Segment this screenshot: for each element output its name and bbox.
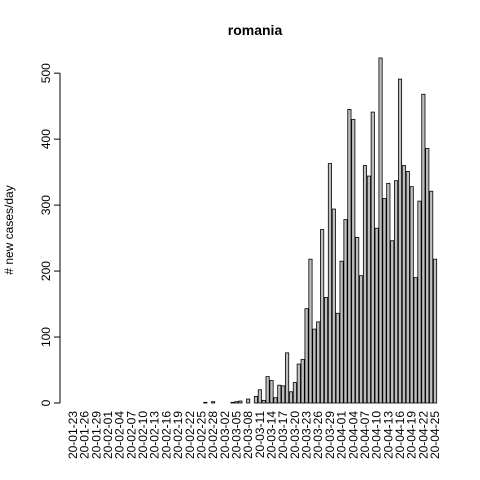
bar xyxy=(304,308,309,404)
x-tick-label: 20-03-11 xyxy=(253,411,267,458)
bar xyxy=(413,277,418,404)
bar xyxy=(281,385,286,404)
x-tick-label: 20-03-20 xyxy=(288,411,302,459)
bar xyxy=(351,118,356,404)
bar xyxy=(300,359,305,404)
x-tick-label: 20-04-16 xyxy=(393,411,407,459)
bar xyxy=(269,380,274,404)
bar xyxy=(320,229,325,404)
bar xyxy=(362,165,368,404)
y-axis-label: # new cases/day xyxy=(2,185,16,274)
bar xyxy=(405,171,410,404)
x-tick-label: 20-04-07 xyxy=(358,411,372,459)
bar xyxy=(374,227,379,404)
x-tick-label: 20-04-04 xyxy=(346,411,360,459)
y-tick-label: 0 xyxy=(39,399,53,406)
bar xyxy=(296,363,301,404)
bar xyxy=(316,321,321,404)
bar xyxy=(265,376,270,404)
bar xyxy=(312,328,317,404)
bar xyxy=(288,391,294,404)
x-tick-label: 20-02-16 xyxy=(159,411,173,459)
x-tick-label: 20-02-07 xyxy=(124,411,138,459)
bar xyxy=(238,400,243,404)
bar xyxy=(343,219,348,404)
x-tick-label: 20-02-25 xyxy=(194,411,208,459)
bar xyxy=(335,312,340,404)
y-tick-label: 300 xyxy=(39,195,53,215)
bar xyxy=(323,297,329,404)
x-tick-label: 20-03-08 xyxy=(241,411,255,459)
bar xyxy=(327,163,332,404)
x-tick-label: 20-04-22 xyxy=(416,411,430,459)
x-tick-label: 20-04-25 xyxy=(428,411,442,459)
x-tick-label: 20-02-28 xyxy=(206,411,220,459)
x-tick-label: 20-02-04 xyxy=(113,411,127,459)
x-tick-label: 20-02-01 xyxy=(101,411,115,459)
bar xyxy=(382,198,387,404)
x-tick-label: 20-03-17 xyxy=(276,411,290,459)
x-tick-label: 20-01-23 xyxy=(66,411,80,459)
x-tick-label: 20-03-26 xyxy=(311,411,325,459)
bar xyxy=(429,190,434,404)
bar xyxy=(378,57,383,404)
bar xyxy=(397,78,403,404)
x-tick-label: 20-04-10 xyxy=(370,411,384,459)
bar xyxy=(257,389,262,404)
bar xyxy=(273,397,278,404)
x-tick-label: 20-01-29 xyxy=(89,411,103,459)
x-tick-label: 20-04-13 xyxy=(381,411,395,459)
x-tick-label: 20-04-01 xyxy=(335,411,349,459)
bar xyxy=(211,401,216,404)
x-tick-label: 20-03-14 xyxy=(265,411,279,459)
x-tick-label: 20-02-22 xyxy=(183,411,197,459)
bar xyxy=(433,258,438,404)
bar xyxy=(339,260,344,404)
x-tick-label: 20-03-29 xyxy=(323,411,337,459)
bar xyxy=(292,382,297,404)
x-tick-label: 20-02-19 xyxy=(171,411,185,459)
bar xyxy=(390,240,395,404)
bar xyxy=(331,208,336,404)
bar xyxy=(409,186,414,404)
bar xyxy=(425,147,430,404)
x-tick-label: 20-03-05 xyxy=(229,411,243,459)
bar xyxy=(246,398,251,404)
x-tick-label: 20-03-23 xyxy=(300,411,314,459)
bar xyxy=(359,275,364,404)
bar xyxy=(386,182,391,404)
bar xyxy=(347,109,352,404)
bar xyxy=(366,175,371,404)
bar xyxy=(421,93,426,404)
x-tick-label: 20-02-13 xyxy=(148,411,162,459)
y-tick-label: 100 xyxy=(39,327,53,347)
bar xyxy=(203,401,208,404)
bar xyxy=(277,384,282,404)
bar xyxy=(401,165,406,404)
bar xyxy=(230,401,235,404)
chart-title: romania xyxy=(228,22,283,38)
bar xyxy=(370,111,375,404)
x-tick-label: 20-01-26 xyxy=(78,411,92,459)
bar xyxy=(253,396,258,404)
y-tick-label: 200 xyxy=(39,261,53,281)
y-tick-label: 500 xyxy=(39,63,53,83)
x-tick-label: 20-04-19 xyxy=(405,411,419,459)
bar xyxy=(261,399,266,404)
bar xyxy=(285,352,290,404)
bar xyxy=(394,180,399,404)
bar xyxy=(308,258,313,404)
bar xyxy=(417,200,422,404)
x-tick-label: 20-02-10 xyxy=(136,411,150,459)
bar xyxy=(355,237,360,404)
x-tick-label: 20-03-02 xyxy=(218,411,232,459)
bar xyxy=(234,401,239,404)
y-tick-label: 400 xyxy=(39,129,53,149)
